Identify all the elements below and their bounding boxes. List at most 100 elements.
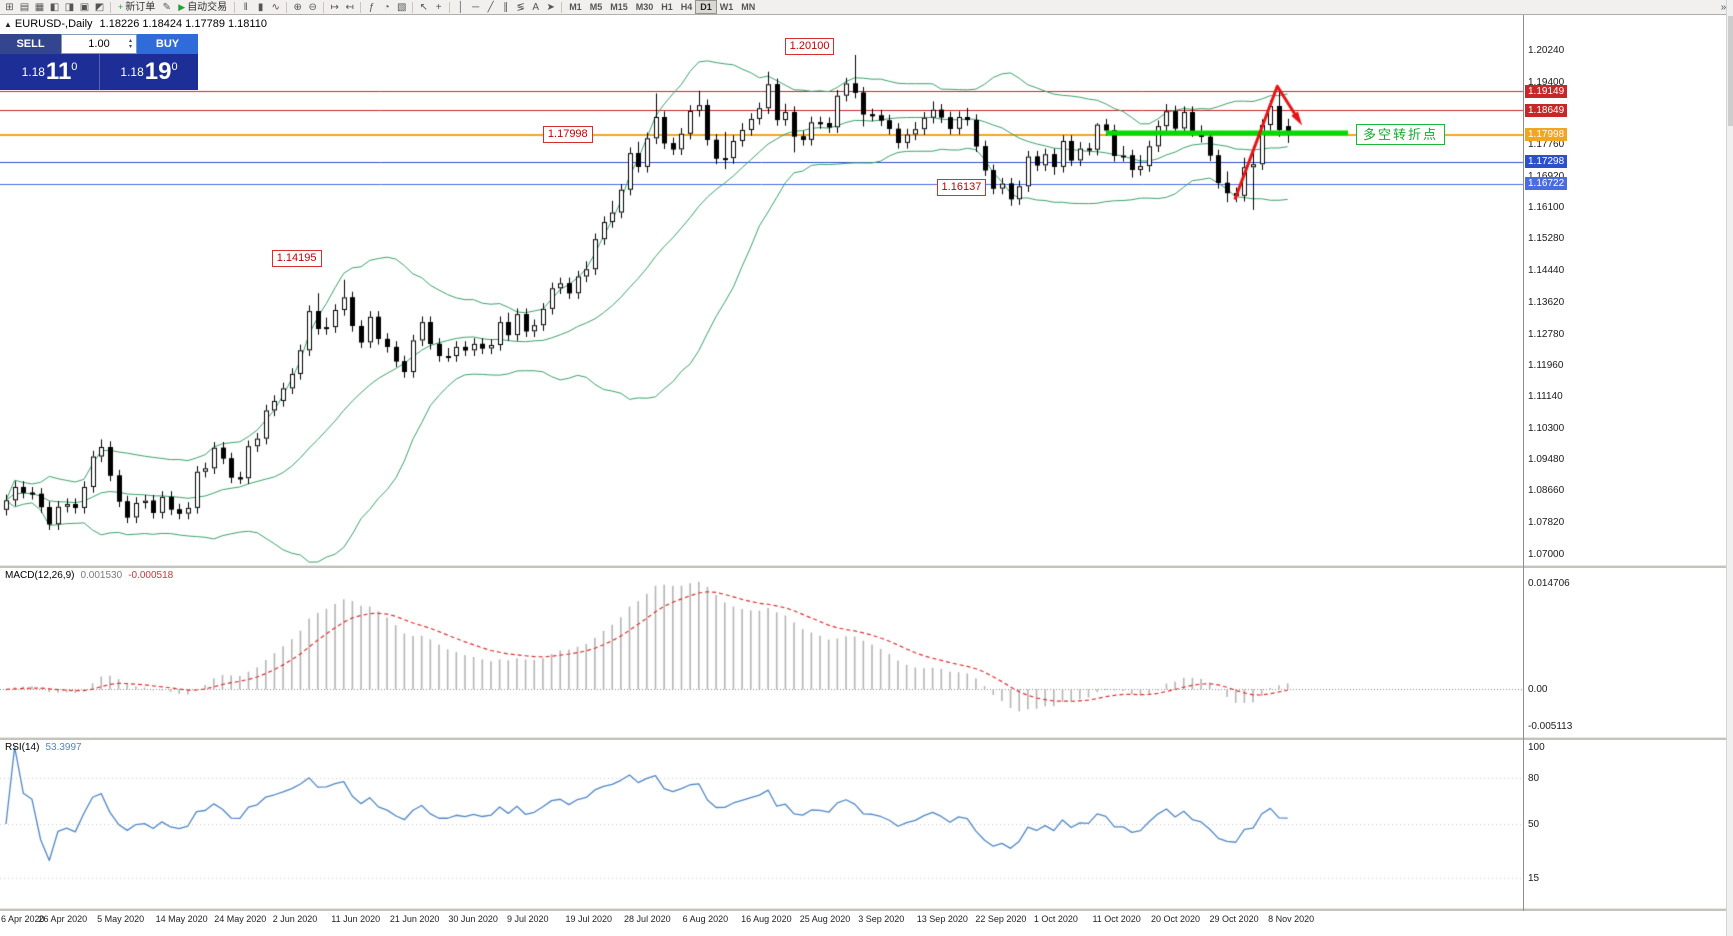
timeframe-button-m1[interactable]: M1 (569, 2, 582, 12)
rsi-label: RSI(14) 53.3997 (5, 742, 82, 753)
navigator-icon[interactable]: ◨ (64, 1, 75, 13)
indicators-icon[interactable]: ƒ (368, 1, 375, 13)
sell-price[interactable]: 1.18 11 0 (0, 54, 99, 90)
chart-shift-icon[interactable]: ↤ (345, 1, 354, 13)
scrollbar-thumb[interactable] (1728, 16, 1733, 126)
macd-signal-value: -0.000518 (128, 570, 174, 581)
cursor-icon[interactable]: ↖ (419, 1, 428, 13)
zoom-out-icon[interactable]: ⊖ (308, 1, 317, 13)
more-icon[interactable]: » (1720, 1, 1727, 13)
timeframe-button-w1[interactable]: W1 (719, 2, 734, 12)
macd-pane[interactable]: MACD(12,26,9) 0.001530 -0.000518 (0, 568, 1733, 737)
timeframe-button-m5[interactable]: M5 (589, 2, 603, 12)
panel-collapse-icon[interactable]: ▲ (4, 20, 12, 29)
one-click-trading-widget: SELL 1.00 ▴ ▾ BUY 1.18 11 0 1.18 19 0 (0, 34, 198, 90)
arrows-icon[interactable]: ➤ (546, 1, 555, 13)
time-axis-label: 11 Oct 2020 (1092, 914, 1141, 924)
vertical-scrollbar[interactable] (1726, 0, 1733, 936)
new-order-button[interactable]: + 新订单 (114, 1, 159, 14)
price-scale-label: 1.11960 (1528, 359, 1564, 371)
sell-price-sup: 0 (71, 61, 78, 73)
autotrading-button[interactable]: ▶ 自动交易 (174, 1, 231, 14)
strategy-tester-icon[interactable]: ◩ (94, 1, 105, 13)
volume-value: 1.00 (88, 38, 110, 50)
timeframe-button-h4[interactable]: H4 (680, 2, 693, 12)
line-chart-icon[interactable]: ∿ (271, 1, 280, 13)
price-scale-label: 1.16100 (1528, 202, 1565, 214)
price-label-annotation[interactable]: 1.17998 (542, 125, 593, 143)
pane-divider[interactable] (0, 565, 1733, 568)
sell-button[interactable]: SELL (0, 34, 61, 54)
timeframe-button-m15[interactable]: M15 (610, 2, 628, 12)
text-icon[interactable]: A (532, 1, 540, 13)
trendline-icon[interactable]: ╱ (487, 1, 494, 13)
bar-chart-icon[interactable]: ‖ (243, 1, 248, 13)
time-axis-label: 20 Oct 2020 (1151, 914, 1201, 924)
price-scale[interactable]: 1.202401.194001.185801.177601.169201.161… (1524, 15, 1726, 911)
rsi-scale-label: 80 (1528, 772, 1540, 784)
periods-icon[interactable]: ◔ (383, 1, 390, 13)
buy-button[interactable]: BUY (137, 34, 198, 54)
pane-divider[interactable] (0, 737, 1733, 740)
chart-symbol-label: EURUSD-,Daily (14, 18, 93, 30)
price-scale-label: 1.15280 (1528, 233, 1565, 245)
metaeditor-icon[interactable]: ✎ (162, 1, 171, 13)
autotrading-icon: ▶ (178, 1, 186, 12)
macd-canvas[interactable] (0, 568, 1523, 737)
timeframe-button-d1[interactable]: D1 (695, 0, 717, 14)
turning-point-note[interactable]: 多空转折点 (1356, 124, 1446, 145)
data-window-icon[interactable]: ◧ (49, 1, 60, 13)
auto-scroll-icon[interactable]: ↦ (330, 1, 339, 13)
horizontal-line-icon[interactable]: ─ (472, 1, 480, 13)
price-level-badge: 1.17298 (1525, 155, 1568, 169)
time-axis-label: 14 May 2020 (155, 914, 208, 924)
toolbar-separator (110, 1, 111, 13)
new-chart-icon[interactable]: ⊞ (5, 1, 14, 13)
timeframe-button-mn[interactable]: MN (741, 2, 756, 12)
equidistant-channel-icon[interactable]: ∥ (503, 1, 509, 13)
rsi-pane[interactable]: RSI(14) 53.3997 (0, 740, 1733, 908)
time-axis[interactable]: 6 Apr 2020 26 Apr 2020 5 May 2020 14 May 20… (0, 911, 1733, 936)
buy-price[interactable]: 1.18 19 0 (99, 54, 198, 90)
price-label-annotation[interactable]: 1.16137 (936, 178, 987, 196)
vertical-line-icon[interactable]: │ (457, 1, 464, 13)
macd-label: MACD(12,26,9) 0.001530 -0.000518 (5, 570, 173, 581)
price-label-annotation[interactable]: 1.20100 (784, 37, 835, 55)
time-axis-label: 24 May 2020 (214, 914, 267, 924)
price-scale-label: 1.07820 (1528, 517, 1565, 529)
main-chart-canvas[interactable] (0, 15, 1523, 565)
terminal-icon[interactable]: ▣ (79, 1, 90, 13)
timeframe-button-h1[interactable]: H1 (661, 2, 673, 12)
toolbar: ⊞ ▤ ▦ ◧ ◨ ▣ ◩ + 新订单 ✎ ▶ 自动交易 ‖ ▮ ∿ ⊕ ⊖ ↦ ↤ ƒ ◔ ▧ ↖ + │ ─ ╱ ∥ ≶ A ➤ M1 M5… (0, 0, 1733, 15)
main-chart-pane[interactable]: ▲ EURUSD-,Daily 1.18226 1.18424 1.17789 1.… (0, 15, 1733, 565)
price-scale-label: 1.16920 (1528, 171, 1564, 182)
time-axis-label: 16 Aug 2020 (741, 914, 792, 924)
time-axis-label: 28 Jul 2020 (624, 914, 671, 924)
candlestick-chart-icon[interactable]: ▮ (257, 1, 264, 13)
toolbar-separator (234, 1, 236, 13)
price-level-badge: 1.19149 (1525, 84, 1568, 98)
rsi-scale-label: 15 (1528, 872, 1540, 884)
time-axis-label: 29 Oct 2020 (1209, 914, 1259, 924)
price-scale-label: 1.11140 (1528, 391, 1563, 402)
market-watch-icon[interactable]: ▦ (34, 1, 45, 13)
rsi-canvas[interactable] (0, 740, 1523, 908)
time-axis-label: 13 Sep 2020 (916, 914, 968, 924)
price-label-annotation[interactable]: 1.14195 (271, 249, 322, 267)
volume-spinner[interactable]: ▴ ▾ (128, 38, 132, 50)
pane-divider[interactable] (0, 908, 1733, 911)
time-axis-label: 3 Sep 2020 (858, 914, 905, 924)
templates-icon[interactable]: ▧ (396, 1, 407, 13)
price-scale-label: 1.19400 (1528, 76, 1565, 88)
volume-input[interactable]: 1.00 ▴ ▾ (61, 34, 137, 54)
time-axis-label: 25 Aug 2020 (799, 914, 851, 924)
crosshair-icon[interactable]: + (435, 1, 442, 13)
fibonacci-icon[interactable]: ≶ (516, 1, 525, 13)
timeframe-button-m30[interactable]: M30 (635, 2, 654, 12)
toolbar-separator (412, 1, 414, 13)
rsi-scale-label: 100 (1528, 742, 1545, 753)
chart-symbol-header: ▲ EURUSD-,Daily 1.18226 1.18424 1.17789 1.… (4, 18, 267, 30)
zoom-in-icon[interactable]: ⊕ (293, 1, 302, 13)
profiles-icon[interactable]: ▤ (19, 1, 30, 13)
